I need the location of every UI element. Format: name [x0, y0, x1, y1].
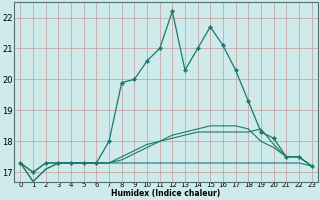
X-axis label: Humidex (Indice chaleur): Humidex (Indice chaleur)	[111, 189, 220, 198]
